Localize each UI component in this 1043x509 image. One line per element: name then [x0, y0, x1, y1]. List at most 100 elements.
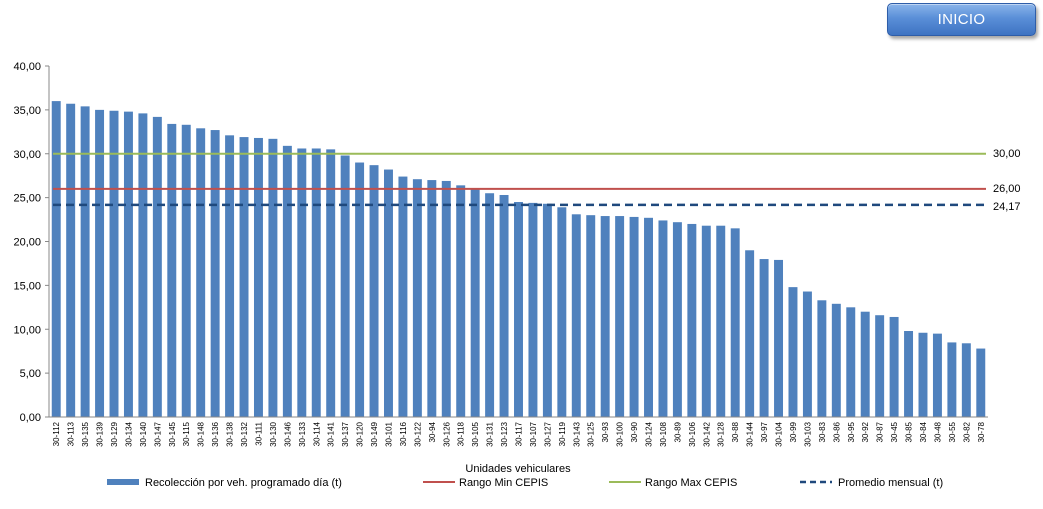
- x-tick-label: 30-124: [645, 421, 654, 446]
- x-tick-label: 30-84: [919, 421, 928, 442]
- x-tick-label: 30-145: [168, 421, 177, 446]
- x-tick-label: 30-148: [197, 421, 206, 446]
- bar: [66, 103, 76, 418]
- y-tick-label: 25,00: [13, 193, 41, 205]
- bar: [297, 148, 307, 418]
- x-tick-label: 30-86: [832, 421, 841, 442]
- bar: [239, 137, 249, 417]
- bar: [355, 162, 365, 417]
- bar: [95, 109, 105, 417]
- x-tick-label: 30-103: [803, 421, 812, 446]
- x-tick-label: 30-100: [616, 421, 625, 446]
- x-tick-label: 30-104: [775, 421, 784, 446]
- bar: [282, 145, 292, 418]
- y-tick-label: 15,00: [13, 280, 41, 292]
- bar: [542, 203, 552, 417]
- bar: [817, 300, 827, 417]
- bar: [947, 342, 957, 417]
- bar: [123, 111, 133, 417]
- x-tick-label: 30-118: [457, 421, 466, 446]
- x-tick-label: 30-108: [659, 421, 668, 446]
- x-tick-label: 30-120: [356, 421, 365, 446]
- y-tick-label: 30,00: [13, 149, 41, 161]
- bar: [658, 220, 668, 417]
- legend-label: Recolección por veh. programado día (t): [145, 477, 342, 489]
- bar: [904, 331, 914, 417]
- x-tick-label: 30-107: [529, 421, 538, 446]
- bar: [846, 307, 856, 417]
- x-tick-label: 30-83: [818, 421, 827, 442]
- legend-label: Promedio mensual (t): [838, 477, 943, 489]
- bar: [774, 259, 784, 417]
- bar: [441, 180, 451, 417]
- bar: [253, 137, 263, 417]
- legend: Recolección por veh. programado día (t) R…: [107, 477, 943, 489]
- x-tick-label: 30-115: [182, 421, 191, 446]
- x-tick-label: 30-134: [124, 421, 133, 446]
- x-tick-label: 30-139: [96, 421, 105, 446]
- x-tick-label: 30-138: [226, 421, 235, 446]
- bar: [528, 202, 538, 417]
- x-tick-label: 30-143: [572, 421, 581, 446]
- x-tick-label: 30-82: [962, 421, 971, 442]
- inicio-button[interactable]: INICIO: [887, 3, 1036, 36]
- x-tick-label: 30-101: [384, 421, 393, 446]
- x-tick-label: 30-105: [471, 421, 480, 446]
- bar: [730, 228, 740, 417]
- legend-swatch-bar: [107, 479, 139, 485]
- x-axis-title: Unidades vehiculares: [465, 463, 571, 475]
- bar: [210, 130, 220, 417]
- x-tick-label: 30-129: [110, 421, 119, 446]
- x-tick-label: 30-125: [587, 421, 596, 446]
- bar: [802, 291, 812, 417]
- reference-line-label: 24,17: [993, 201, 1021, 213]
- x-tick-label: 30-123: [500, 421, 509, 446]
- x-tick-label: 30-140: [139, 421, 148, 446]
- legend-label: Rango Min CEPIS: [459, 477, 548, 489]
- bar: [311, 148, 321, 418]
- x-tick-label: 30-88: [731, 421, 740, 442]
- x-tick-label: 30-126: [442, 421, 451, 446]
- bar: [586, 215, 596, 417]
- x-tick-label: 30-132: [240, 421, 249, 446]
- x-tick-label: 30-114: [312, 421, 321, 446]
- x-tick-label: 30-142: [702, 421, 711, 446]
- x-tick-label: 30-45: [890, 421, 899, 442]
- bar: [398, 176, 408, 417]
- x-tick-label: 30-92: [861, 421, 870, 442]
- legend-label: Rango Max CEPIS: [645, 477, 737, 489]
- bar: [701, 225, 711, 417]
- bar: [456, 185, 466, 417]
- bar: [138, 113, 148, 417]
- bar: [961, 343, 971, 417]
- x-tick-label: 30-116: [399, 421, 408, 446]
- x-tick-label: 30-119: [558, 421, 567, 446]
- bar: [499, 194, 509, 417]
- x-tick-label: 30-149: [370, 421, 379, 446]
- bar: [109, 110, 119, 417]
- bar: [918, 332, 928, 417]
- x-tick-label: 30-48: [933, 421, 942, 442]
- x-tick-label: 30-93: [601, 421, 610, 442]
- bar: [615, 216, 625, 417]
- bar: [875, 315, 885, 417]
- bar: [340, 155, 350, 417]
- bar: [976, 348, 986, 417]
- bar: [672, 222, 682, 417]
- x-tick-label: 30-90: [630, 421, 639, 442]
- x-tick-label: 30-127: [543, 421, 552, 446]
- x-tick-label: 30-122: [413, 421, 422, 446]
- x-tick-label: 30-106: [688, 421, 697, 446]
- bar: [384, 169, 393, 417]
- bar: [268, 138, 278, 417]
- x-tick-label: 30-94: [428, 421, 437, 442]
- bar: [644, 217, 653, 417]
- bar: [80, 106, 90, 418]
- plot-area: 0,00 5,00 10,00 15,00 20,00 25,00 30,00 35,00 40…: [13, 61, 1020, 447]
- y-tick-label: 5,00: [20, 368, 41, 380]
- x-tick-label: 30-128: [717, 421, 726, 446]
- reference-line-label: 26,00: [993, 183, 1021, 195]
- y-tick-label: 10,00: [13, 324, 41, 336]
- bar: [181, 124, 191, 417]
